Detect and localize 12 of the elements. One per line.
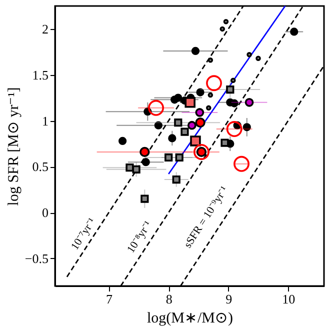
y-tick-label: 0.5 <box>32 159 48 174</box>
x-tick-label: 10 <box>282 292 296 306</box>
y-tick-label: 2 <box>42 21 48 36</box>
y-tick-label: 0 <box>42 205 48 220</box>
y-tick-label: 1.5 <box>32 67 48 82</box>
y-tick-label: −0.5 <box>24 250 48 266</box>
x-tick-label: 8 <box>166 292 172 306</box>
x-tick-label: 7 <box>106 292 114 306</box>
x-axis-title: log(M∗/M⊙) <box>147 310 234 326</box>
y-axis-title: log SFR [M⊙ yr⁻¹] <box>6 87 22 206</box>
x-tick-label: 9 <box>226 292 232 306</box>
y-tick-label: 1 <box>42 113 48 128</box>
